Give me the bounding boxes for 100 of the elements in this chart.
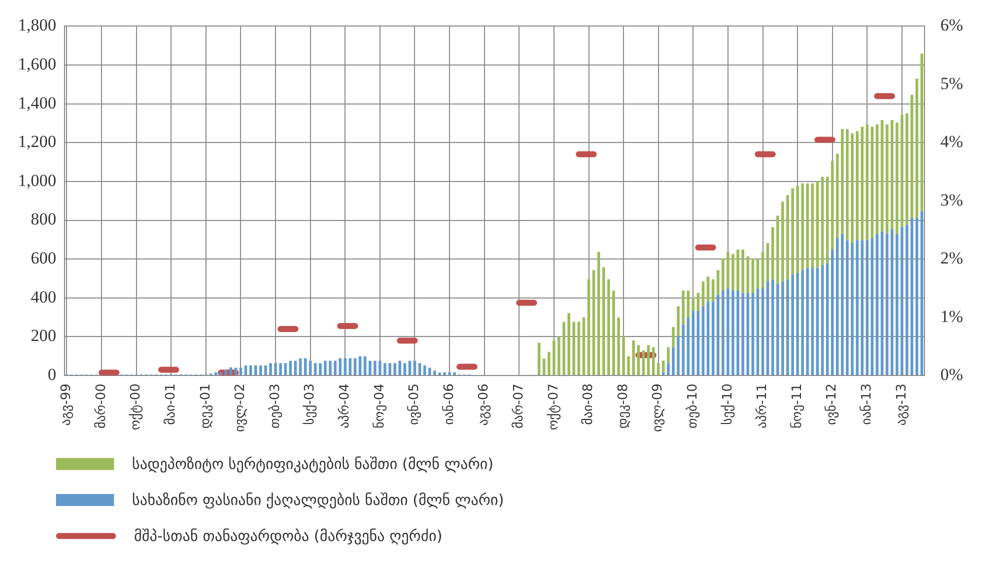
bar — [786, 279, 789, 376]
bar — [791, 274, 794, 376]
bar — [866, 240, 869, 376]
bar — [403, 363, 406, 376]
x-tick-label: მაი-01 — [164, 384, 179, 425]
bar — [702, 281, 704, 306]
y2-tick-label: 5% — [940, 74, 964, 93]
bar — [308, 360, 312, 376]
bar — [826, 176, 829, 264]
x-tick-label: თებ-10 — [686, 384, 701, 429]
bar — [672, 347, 675, 376]
bar — [816, 181, 819, 268]
bar — [850, 134, 854, 243]
bar — [821, 176, 824, 266]
bar — [676, 306, 680, 336]
bar — [776, 284, 780, 376]
bar — [781, 281, 784, 376]
bar — [870, 126, 874, 238]
bar — [538, 342, 540, 376]
bar — [348, 358, 352, 376]
y-tick-label: 200 — [30, 326, 56, 346]
bar — [602, 267, 606, 376]
bar — [378, 360, 382, 376]
bar — [548, 352, 550, 376]
bar — [259, 365, 262, 376]
bar — [916, 218, 918, 376]
bar — [786, 195, 789, 280]
bar — [662, 360, 665, 372]
bar — [558, 336, 560, 376]
bar — [722, 258, 724, 291]
bar — [607, 279, 610, 376]
bar — [766, 242, 770, 282]
bar — [408, 360, 412, 376]
bar — [716, 270, 720, 295]
x-tick-label: აგვ-06 — [476, 384, 492, 426]
x-tick-label: ივნ-05 — [407, 384, 422, 425]
bar — [886, 124, 888, 234]
bar — [294, 360, 297, 376]
bar — [418, 363, 422, 376]
bar — [289, 360, 292, 376]
bar — [781, 202, 784, 282]
bar — [552, 340, 556, 376]
bar — [334, 360, 337, 376]
bar — [890, 229, 894, 376]
bar — [696, 310, 700, 376]
bar — [756, 258, 760, 288]
bar — [846, 240, 849, 376]
bar — [910, 94, 914, 218]
bar — [742, 250, 744, 293]
x-tick-label: აგვ-13 — [894, 384, 910, 426]
x-tick-label: მაი-08 — [581, 384, 596, 425]
bar — [384, 363, 386, 376]
bar — [816, 268, 819, 376]
bar — [801, 270, 804, 376]
bar — [801, 183, 804, 270]
bar — [906, 113, 908, 225]
bar — [732, 254, 734, 291]
bar — [712, 302, 714, 376]
bar — [896, 122, 898, 234]
bar — [830, 250, 834, 376]
bar — [860, 126, 864, 240]
bar — [562, 322, 566, 376]
bar — [568, 313, 570, 376]
bar — [751, 258, 754, 293]
bar — [592, 270, 596, 376]
x-tick-label: ნოე-04 — [372, 384, 388, 428]
y-tick-label: 1,800 — [18, 16, 56, 35]
bar — [433, 370, 436, 376]
bar — [910, 218, 914, 376]
x-tick-label: ივლ-02 — [233, 384, 248, 432]
x-tick-label: ივლ-09 — [650, 384, 666, 432]
bar — [652, 347, 655, 376]
bar — [676, 336, 680, 376]
x-tick-label: ოქტ-00 — [128, 384, 144, 430]
bar — [388, 363, 392, 376]
bar — [860, 240, 864, 376]
x-tick-label: მარ-07 — [512, 384, 527, 429]
bar — [577, 322, 580, 376]
bar — [771, 279, 774, 376]
bar — [617, 318, 620, 376]
bar — [876, 234, 878, 376]
bar — [850, 242, 854, 376]
bar — [304, 358, 307, 376]
bar — [318, 363, 322, 376]
y-tick-label: 1,000 — [18, 170, 56, 190]
bar — [314, 363, 317, 376]
bar — [870, 238, 874, 376]
bar — [448, 372, 451, 376]
bar — [706, 276, 710, 302]
x-tick-label: სექ-10 — [720, 384, 736, 425]
bar — [224, 370, 228, 376]
bar — [244, 365, 248, 376]
y-tick-label: 0 — [48, 365, 56, 384]
bar — [846, 129, 849, 240]
bar — [796, 186, 799, 273]
bar — [682, 290, 685, 324]
x-tick-label: აპრ-04 — [338, 384, 353, 428]
bar — [746, 292, 750, 376]
bar — [374, 360, 376, 376]
y2-tick-label: 1% — [940, 306, 964, 326]
